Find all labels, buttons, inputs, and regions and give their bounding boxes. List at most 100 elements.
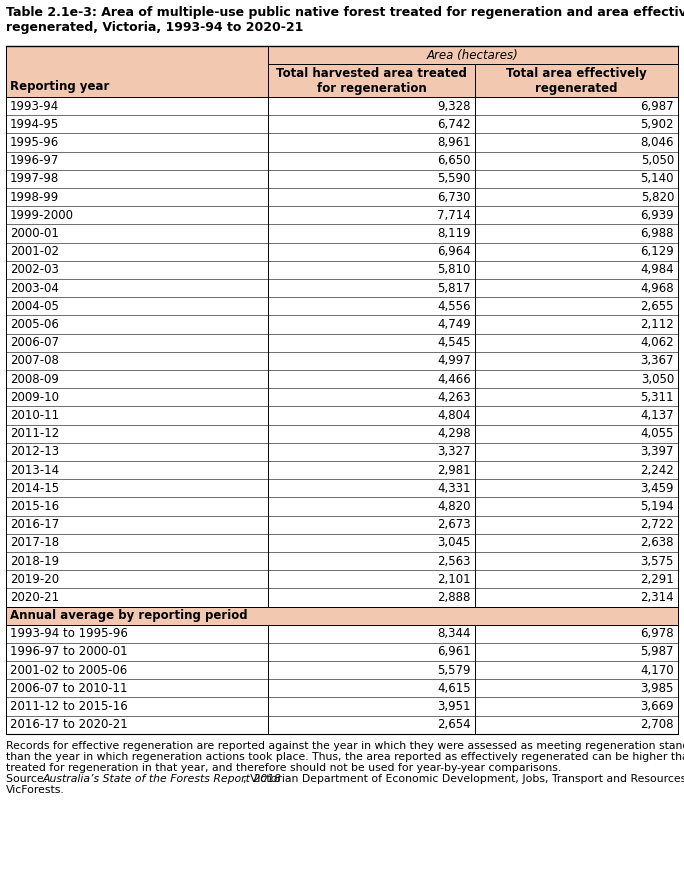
Text: Source:: Source: — [6, 773, 51, 784]
Text: 5,987: 5,987 — [640, 646, 674, 659]
Text: Total area effectively
regenerated: Total area effectively regenerated — [506, 67, 647, 95]
Text: 5,902: 5,902 — [640, 118, 674, 131]
Text: 1996-97 to 2000-01: 1996-97 to 2000-01 — [10, 646, 128, 659]
Text: ; Victorian Department of Economic Development, Jobs, Transport and Resources;: ; Victorian Department of Economic Devel… — [243, 773, 684, 784]
Text: 4,263: 4,263 — [437, 391, 471, 404]
Text: 3,459: 3,459 — [640, 481, 674, 494]
Text: 3,985: 3,985 — [641, 682, 674, 695]
Text: 1993-94 to 1995-96: 1993-94 to 1995-96 — [10, 627, 128, 640]
Text: 2008-09: 2008-09 — [10, 373, 59, 386]
Text: 2017-18: 2017-18 — [10, 536, 59, 549]
Text: Records for effective regeneration are reported against the year in which they w: Records for effective regeneration are r… — [6, 740, 684, 751]
Text: 2,112: 2,112 — [640, 318, 674, 331]
Text: Annual average by reporting period: Annual average by reporting period — [10, 609, 248, 622]
Text: 1996-97: 1996-97 — [10, 154, 60, 167]
Text: Total harvested area treated
for regeneration: Total harvested area treated for regener… — [276, 67, 467, 95]
Text: Australia’s State of the Forests Report 2018: Australia’s State of the Forests Report … — [43, 773, 282, 784]
Text: 8,344: 8,344 — [438, 627, 471, 640]
Text: 1999-2000: 1999-2000 — [10, 209, 74, 222]
Text: 1994-95: 1994-95 — [10, 118, 60, 131]
Text: 2006-07 to 2010-11: 2006-07 to 2010-11 — [10, 682, 127, 695]
Text: 3,669: 3,669 — [640, 700, 674, 713]
Text: 2,563: 2,563 — [438, 554, 471, 567]
Text: 7,714: 7,714 — [437, 209, 471, 222]
Text: 3,050: 3,050 — [641, 373, 674, 386]
Text: 4,997: 4,997 — [437, 355, 471, 368]
Text: 4,804: 4,804 — [438, 409, 471, 422]
Text: 2002-03: 2002-03 — [10, 263, 59, 276]
Text: 4,466: 4,466 — [437, 373, 471, 386]
Text: 2,722: 2,722 — [640, 518, 674, 531]
Text: 1998-99: 1998-99 — [10, 190, 60, 203]
Text: 5,311: 5,311 — [640, 391, 674, 404]
Text: 6,964: 6,964 — [437, 245, 471, 258]
Text: 4,968: 4,968 — [640, 282, 674, 295]
Text: 5,820: 5,820 — [641, 190, 674, 203]
Text: 2009-10: 2009-10 — [10, 391, 59, 404]
Text: 4,170: 4,170 — [640, 664, 674, 677]
Text: 4,055: 4,055 — [641, 428, 674, 441]
Text: VicForests.: VicForests. — [6, 785, 65, 795]
Text: 2011-12: 2011-12 — [10, 428, 60, 441]
Text: 4,556: 4,556 — [438, 300, 471, 313]
Text: 2020-21: 2020-21 — [10, 591, 59, 604]
Text: 3,951: 3,951 — [438, 700, 471, 713]
Text: 2012-13: 2012-13 — [10, 446, 59, 459]
Text: 2014-15: 2014-15 — [10, 481, 59, 494]
Text: 2011-12 to 2015-16: 2011-12 to 2015-16 — [10, 700, 128, 713]
Text: 2010-11: 2010-11 — [10, 409, 59, 422]
Text: 6,978: 6,978 — [640, 627, 674, 640]
Text: 8,961: 8,961 — [437, 136, 471, 149]
Text: 3,575: 3,575 — [641, 554, 674, 567]
Text: 2000-01: 2000-01 — [10, 227, 59, 240]
Text: treated for regeneration in that year, and therefore should not be used for year: treated for regeneration in that year, a… — [6, 763, 562, 773]
Text: 1993-94: 1993-94 — [10, 100, 60, 113]
Text: 2007-08: 2007-08 — [10, 355, 59, 368]
Text: 6,650: 6,650 — [438, 154, 471, 167]
Text: 2,655: 2,655 — [640, 300, 674, 313]
Text: Reporting year: Reporting year — [10, 80, 109, 93]
Text: 4,331: 4,331 — [438, 481, 471, 494]
Text: Area (hectares): Area (hectares) — [427, 49, 519, 62]
Text: 3,367: 3,367 — [640, 355, 674, 368]
Text: 6,939: 6,939 — [640, 209, 674, 222]
Text: 1997-98: 1997-98 — [10, 172, 60, 185]
Text: 5,590: 5,590 — [438, 172, 471, 185]
Text: 2018-19: 2018-19 — [10, 554, 59, 567]
Text: 1995-96: 1995-96 — [10, 136, 60, 149]
Text: 2003-04: 2003-04 — [10, 282, 59, 295]
Text: 5,050: 5,050 — [641, 154, 674, 167]
Text: 2,888: 2,888 — [438, 591, 471, 604]
Text: 4,545: 4,545 — [438, 336, 471, 349]
Text: 6,129: 6,129 — [640, 245, 674, 258]
Text: 6,987: 6,987 — [640, 100, 674, 113]
Text: than the year in which regeneration actions took place. Thus, the area reported : than the year in which regeneration acti… — [6, 752, 684, 762]
Text: 4,137: 4,137 — [640, 409, 674, 422]
Text: 2,101: 2,101 — [437, 573, 471, 586]
Text: 2004-05: 2004-05 — [10, 300, 59, 313]
Text: 2015-16: 2015-16 — [10, 500, 59, 513]
Text: 9,328: 9,328 — [438, 100, 471, 113]
Text: 5,194: 5,194 — [640, 500, 674, 513]
Text: 5,817: 5,817 — [438, 282, 471, 295]
Text: Table 2.1e-3: Area of multiple-use public native forest treated for regeneration: Table 2.1e-3: Area of multiple-use publi… — [6, 6, 684, 34]
Text: 2006-07: 2006-07 — [10, 336, 59, 349]
Text: 2,314: 2,314 — [640, 591, 674, 604]
Text: 2013-14: 2013-14 — [10, 463, 59, 476]
Text: 2005-06: 2005-06 — [10, 318, 59, 331]
Text: 2,708: 2,708 — [640, 718, 674, 731]
Text: 5,579: 5,579 — [438, 664, 471, 677]
Text: 2019-20: 2019-20 — [10, 573, 59, 586]
Text: 2,291: 2,291 — [640, 573, 674, 586]
Text: 8,119: 8,119 — [437, 227, 471, 240]
Text: 6,961: 6,961 — [437, 646, 471, 659]
Text: 3,397: 3,397 — [640, 446, 674, 459]
Text: 4,820: 4,820 — [438, 500, 471, 513]
Text: 4,062: 4,062 — [640, 336, 674, 349]
Text: 4,749: 4,749 — [437, 318, 471, 331]
Text: 2,673: 2,673 — [437, 518, 471, 531]
Text: 2,242: 2,242 — [640, 463, 674, 476]
Text: 4,615: 4,615 — [437, 682, 471, 695]
Text: 5,810: 5,810 — [438, 263, 471, 276]
Text: 6,730: 6,730 — [438, 190, 471, 203]
